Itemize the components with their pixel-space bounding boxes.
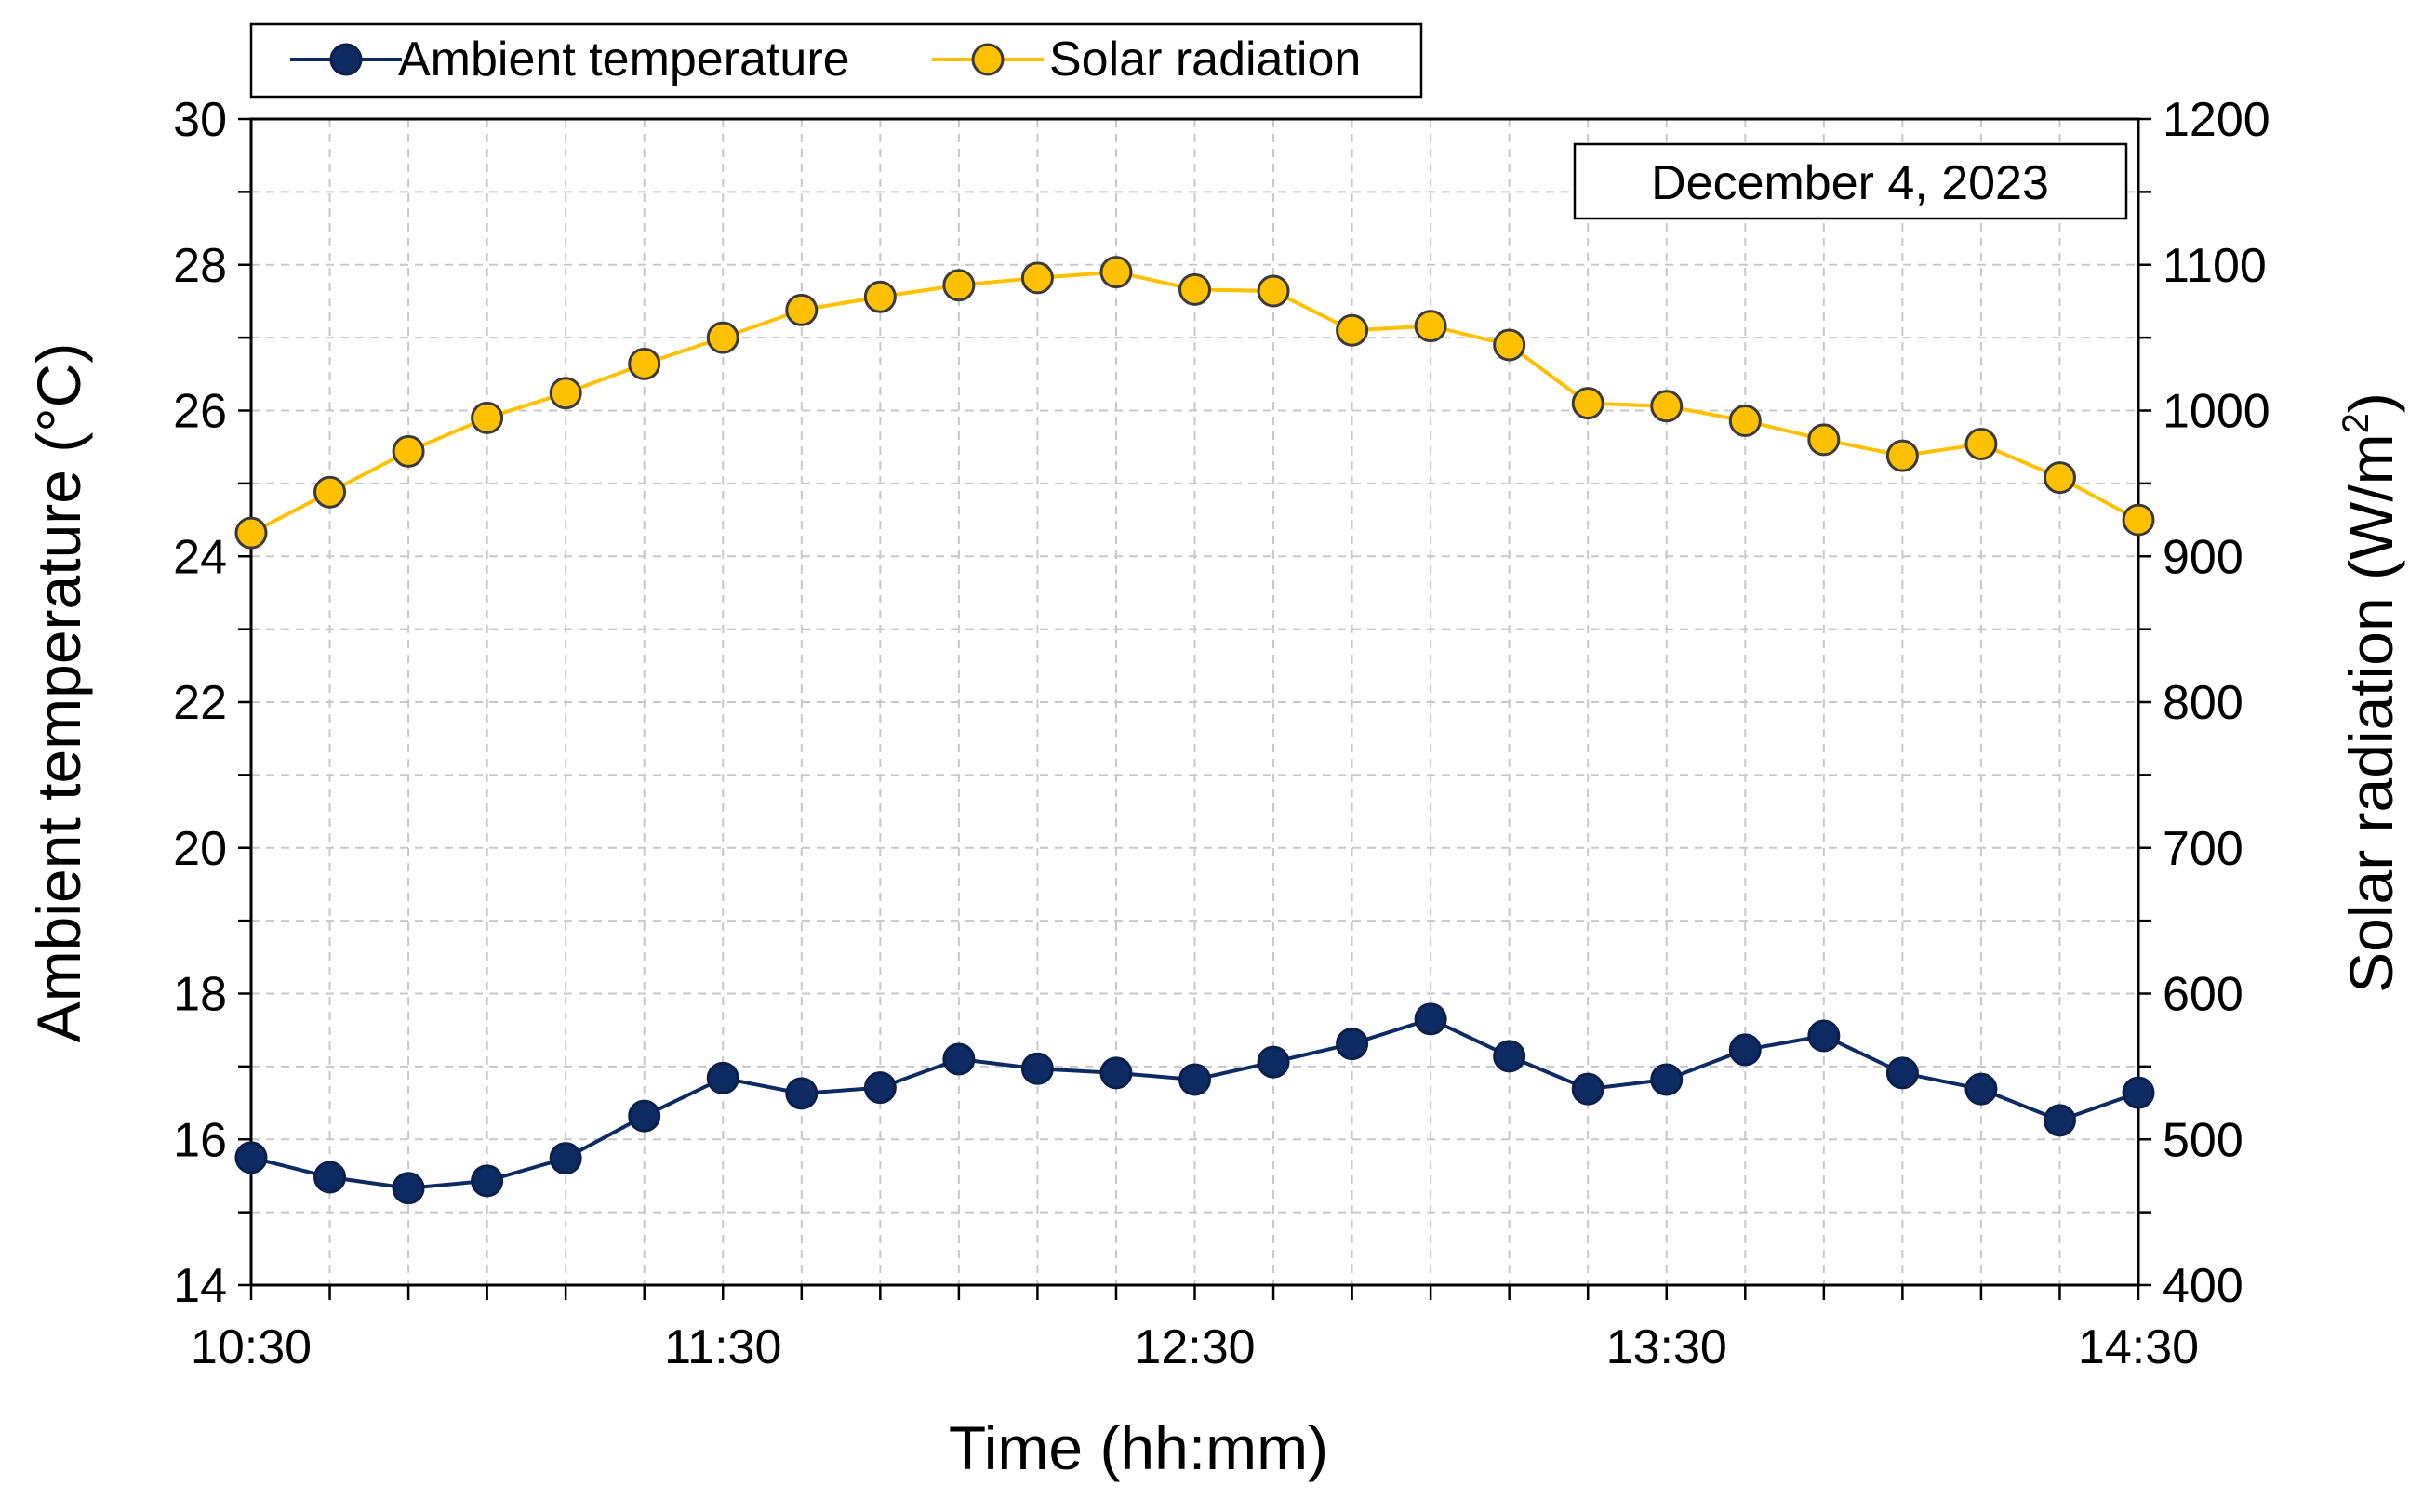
data-point-ambient-temperature: [2043, 1104, 2076, 1137]
data-point-solar-radiation: [313, 475, 347, 509]
data-point-ambient-temperature: [1336, 1028, 1369, 1061]
data-point-ambient-temperature: [1728, 1033, 1762, 1067]
y-right-tick-label: 700: [2163, 822, 2243, 876]
y-right-tick-label: 800: [2163, 676, 2243, 730]
data-point-solar-radiation: [1336, 313, 1369, 347]
legend-marker-ambient-temperature: [329, 43, 363, 76]
y-right-tick-label: 400: [2163, 1259, 2243, 1313]
data-point-ambient-temperature: [1650, 1063, 1684, 1096]
data-point-solar-radiation: [549, 377, 582, 410]
x-tick-label: 11:30: [664, 1320, 781, 1374]
data-point-ambient-temperature: [1414, 1002, 1447, 1036]
axes: 10:30 11:30 12:30 13:30 14:30 14 16 18 20 22 24 26 2…: [173, 93, 2270, 1374]
y-right-tick-label: 1200: [2163, 93, 2270, 147]
data-point-ambient-temperature: [1493, 1040, 1526, 1073]
y-left-tick-label: 26: [173, 385, 227, 439]
date-annotation-text: December 4, 2023: [1651, 156, 2049, 210]
y-left-tick-label: 28: [173, 239, 227, 293]
data-point-ambient-temperature: [549, 1142, 582, 1175]
data-point-solar-radiation: [706, 321, 739, 354]
data-point-ambient-temperature: [1099, 1056, 1133, 1090]
data-point-solar-radiation: [863, 280, 897, 313]
data-point-ambient-temperature: [234, 1141, 268, 1174]
data-point-solar-radiation: [1650, 390, 1684, 423]
x-tick-label: 12:30: [1134, 1320, 1255, 1374]
data-point-solar-radiation: [234, 516, 268, 550]
data-point-ambient-temperature: [1020, 1052, 1054, 1085]
y-left-tick-label: 20: [173, 822, 227, 876]
series: [234, 256, 2155, 1205]
data-point-solar-radiation: [1493, 328, 1526, 362]
y-left-tick-label: 30: [173, 93, 227, 147]
data-point-solar-radiation: [392, 434, 425, 468]
data-point-ambient-temperature: [1571, 1072, 1604, 1106]
data-point-solar-radiation: [1414, 310, 1447, 343]
x-tick-label: 13:30: [1606, 1320, 1727, 1374]
data-point-solar-radiation: [1571, 387, 1604, 420]
data-point-ambient-temperature: [1178, 1063, 1211, 1096]
data-point-solar-radiation: [471, 401, 504, 434]
y-axis-right-title-main: Solar radiation (W/m: [2336, 433, 2405, 993]
y-axis-left-title: Ambient temperature (°C): [24, 343, 93, 1043]
y-axis-right-title-sup: 2: [2336, 413, 2376, 433]
data-point-ambient-temperature: [785, 1077, 819, 1110]
data-point-solar-radiation: [785, 293, 819, 326]
data-point-solar-radiation: [1807, 423, 1841, 457]
data-point-ambient-temperature: [2122, 1076, 2155, 1109]
data-point-solar-radiation: [1885, 439, 1919, 472]
y-left-tick-label: 22: [173, 676, 227, 730]
legend-label-solar-radiation: Solar radiation: [1049, 33, 1361, 86]
data-point-solar-radiation: [1099, 256, 1133, 289]
y-right-tick-label: 1100: [2163, 239, 2267, 293]
data-point-ambient-temperature: [471, 1164, 504, 1198]
data-point-solar-radiation: [2043, 461, 2076, 495]
data-point-solar-radiation: [1178, 272, 1211, 306]
gridlines: [251, 119, 2138, 1285]
data-point-solar-radiation: [628, 347, 661, 380]
y-axis-right-title: Solar radiation (W/m2): [2336, 392, 2405, 993]
data-point-ambient-temperature: [942, 1042, 976, 1076]
legend-label-ambient-temperature: Ambient temperature: [398, 33, 850, 86]
data-point-solar-radiation: [1020, 261, 1054, 295]
data-point-ambient-temperature: [863, 1071, 897, 1105]
legend-marker-solar-radiation: [971, 43, 1005, 76]
legend: Ambient temperature Solar radiation: [249, 22, 1423, 99]
y-right-tick-label: 1000: [2163, 385, 2270, 439]
y-axis-right-title-close: ): [2336, 392, 2405, 413]
y-right-tick-label: 900: [2163, 530, 2243, 584]
x-axis-title: Time (hh:mm): [949, 1413, 1328, 1482]
data-point-solar-radiation: [1964, 428, 1998, 461]
data-point-ambient-temperature: [1885, 1056, 1919, 1090]
y-left-tick-label: 16: [173, 1113, 227, 1167]
data-point-solar-radiation: [1728, 404, 1762, 437]
data-point-solar-radiation: [2122, 503, 2155, 537]
y-right-tick-label: 600: [2163, 968, 2243, 1022]
date-annotation: December 4, 2023: [1573, 142, 2128, 220]
data-point-solar-radiation: [942, 269, 976, 302]
data-point-ambient-temperature: [628, 1099, 661, 1133]
data-point-solar-radiation: [1257, 274, 1290, 308]
y-right-tick-label: 500: [2163, 1113, 2243, 1167]
data-point-ambient-temperature: [392, 1172, 425, 1205]
y-left-tick-label: 14: [173, 1259, 227, 1313]
data-point-ambient-temperature: [706, 1061, 739, 1094]
y-left-tick-label: 24: [173, 530, 227, 584]
x-tick-label: 14:30: [2078, 1320, 2199, 1374]
y-left-tick-label: 18: [173, 968, 227, 1022]
data-point-ambient-temperature: [313, 1161, 347, 1194]
x-tick-label: 10:30: [191, 1320, 312, 1374]
data-point-ambient-temperature: [1257, 1045, 1290, 1079]
data-point-ambient-temperature: [1807, 1019, 1841, 1053]
data-point-ambient-temperature: [1964, 1072, 1998, 1106]
